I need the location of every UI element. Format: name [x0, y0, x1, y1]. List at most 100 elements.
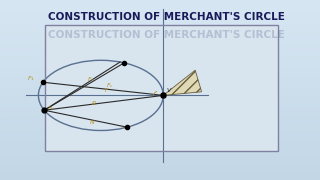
Bar: [0, 20, 320, 22]
Bar: [0, 63, 320, 65]
Bar: [0, 103, 320, 104]
Bar: [0, 77, 320, 79]
Bar: [0, 18, 320, 20]
Bar: [0, 70, 320, 72]
Bar: [0, 119, 320, 121]
Bar: [0, 47, 320, 49]
Bar: [0, 155, 320, 157]
Bar: [0, 178, 320, 180]
Text: $F_c$: $F_c$: [106, 81, 114, 90]
Bar: [0, 130, 320, 131]
Bar: [0, 13, 320, 14]
Bar: [0, 90, 320, 92]
Bar: [0, 52, 320, 54]
Bar: [0, 135, 320, 137]
Bar: [0, 149, 320, 151]
Bar: [0, 101, 320, 103]
Text: $R$: $R$: [91, 99, 97, 107]
Bar: [0, 4, 320, 5]
Bar: [0, 131, 320, 133]
Bar: [0, 72, 320, 74]
Bar: [0, 56, 320, 58]
Bar: [0, 94, 320, 95]
Bar: [0, 41, 320, 43]
Text: CONSTRUCTION OF MERCHANT'S CIRCLE: CONSTRUCTION OF MERCHANT'S CIRCLE: [48, 12, 285, 22]
Bar: [0, 169, 320, 171]
Bar: [0, 128, 320, 130]
Bar: [0, 164, 320, 166]
Bar: [0, 99, 320, 101]
Bar: [0, 115, 320, 117]
Bar: [0, 167, 320, 169]
Bar: [0, 36, 320, 38]
Bar: [0, 27, 320, 29]
Text: $F_s$: $F_s$: [87, 75, 95, 84]
Bar: [0, 146, 320, 148]
Bar: [0, 112, 320, 113]
Bar: [0, 122, 320, 124]
Bar: [0, 83, 320, 85]
Bar: [0, 88, 320, 90]
Bar: [0, 95, 320, 97]
Bar: [0, 5, 320, 7]
Bar: [0, 142, 320, 144]
Bar: [45, 25, 278, 151]
Bar: [0, 104, 320, 106]
Bar: [0, 160, 320, 162]
Polygon shape: [163, 70, 202, 95]
Bar: [0, 117, 320, 119]
Bar: [0, 14, 320, 16]
Bar: [0, 34, 320, 36]
Bar: [0, 43, 320, 45]
Bar: [0, 144, 320, 146]
Bar: [0, 76, 320, 77]
Text: $V$: $V$: [166, 86, 173, 94]
Bar: [0, 158, 320, 160]
Bar: [0, 68, 320, 70]
Bar: [0, 139, 320, 140]
Bar: [0, 7, 320, 9]
Bar: [0, 148, 320, 149]
Bar: [0, 9, 320, 11]
Bar: [0, 126, 320, 128]
Bar: [0, 113, 320, 115]
Bar: [0, 86, 320, 88]
Bar: [0, 124, 320, 126]
Bar: [0, 50, 320, 52]
Bar: [45, 25, 278, 151]
Bar: [0, 121, 320, 122]
Bar: [0, 25, 320, 27]
Bar: [0, 54, 320, 56]
Bar: [0, 11, 320, 13]
Bar: [0, 45, 320, 47]
Bar: [0, 176, 320, 178]
Bar: [0, 106, 320, 108]
Bar: [0, 0, 320, 2]
Text: $N$: $N$: [89, 118, 95, 126]
Bar: [0, 59, 320, 61]
Bar: [0, 2, 320, 4]
Bar: [0, 85, 320, 86]
Bar: [0, 97, 320, 99]
Bar: [0, 133, 320, 135]
Bar: [0, 58, 320, 59]
Bar: [0, 65, 320, 67]
Bar: [0, 157, 320, 158]
Bar: [0, 40, 320, 41]
Bar: [0, 162, 320, 164]
Bar: [0, 31, 320, 32]
Bar: [0, 171, 320, 173]
Bar: [0, 38, 320, 40]
Bar: [0, 67, 320, 68]
Bar: [0, 29, 320, 31]
Bar: [0, 153, 320, 155]
Bar: [0, 49, 320, 50]
Bar: [0, 137, 320, 139]
Bar: [0, 108, 320, 110]
Bar: [0, 81, 320, 83]
Text: $F_1$: $F_1$: [27, 75, 35, 83]
Bar: [0, 22, 320, 23]
Bar: [0, 140, 320, 142]
Bar: [0, 74, 320, 76]
Bar: [0, 175, 320, 176]
